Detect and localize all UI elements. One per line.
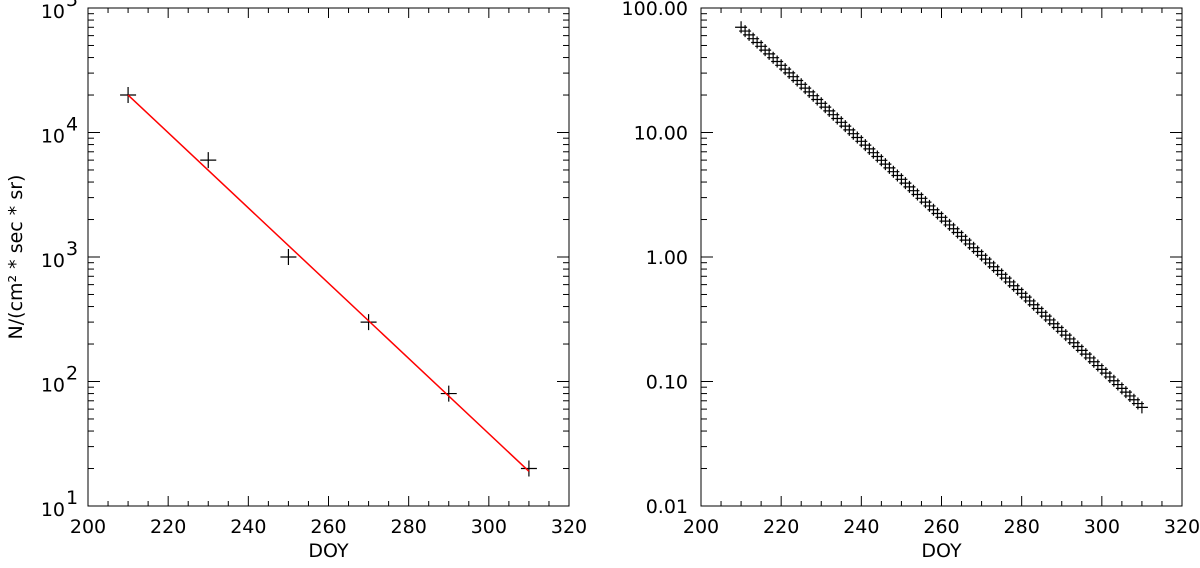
y-tick-label: 1.00 [646, 247, 688, 269]
x-axis-title: DOY [921, 540, 962, 562]
y-tick-label: 100.00 [622, 0, 688, 20]
x-tick-label: 240 [230, 516, 266, 538]
x-axis-title: DOY [308, 540, 349, 562]
x-tick-label: 280 [391, 516, 427, 538]
x-tick-label: 260 [923, 516, 959, 538]
chart-panel-1: 200 220 240 260 280 300 320101102103104105DOYN… [5, 0, 587, 562]
y-tick-label: 10 [41, 499, 65, 521]
data-point [440, 385, 457, 402]
y-tick-exponent: 1 [66, 487, 78, 509]
y-tick-label: 10.00 [634, 123, 688, 145]
fit-line [127, 94, 530, 472]
x-tick-label: 200 [70, 516, 106, 538]
y-tick-label: 10 [41, 250, 65, 272]
x-tick-label: 320 [551, 516, 587, 538]
data-point [120, 87, 137, 104]
data-point [280, 249, 297, 265]
y-tick-exponent: 3 [66, 238, 78, 260]
y-tick-exponent: 4 [66, 114, 78, 136]
chart-panel-2: 200 220 240 260 280 300 320 0.01 0.10 1.00 10.00 10… [622, 0, 1200, 562]
y-tick-exponent: 5 [66, 0, 78, 11]
y-tick-exponent: 2 [66, 363, 78, 385]
x-tick-label: 220 [150, 516, 186, 538]
y-tick-label: 0.01 [646, 496, 688, 518]
plot-frame [87, 7, 570, 507]
y-tick-label: 0.10 [646, 372, 688, 394]
data-point [200, 152, 217, 169]
y-tick-label: 10 [41, 1, 65, 23]
x-tick-label: 220 [763, 516, 799, 538]
x-tick-label: 260 [310, 516, 346, 538]
x-tick-label: 320 [1164, 516, 1200, 538]
x-tick-label: 240 [843, 516, 879, 538]
y-axis-title: N/(cm² * sec * sr) [5, 175, 27, 340]
x-tick-label: 280 [1004, 516, 1040, 538]
x-tick-label: 300 [1084, 516, 1120, 538]
x-tick-label: 300 [471, 516, 507, 538]
y-tick-label: 10 [41, 126, 65, 148]
y-tick-label: 10 [41, 375, 65, 397]
plot-frame [700, 7, 1183, 507]
x-tick-label: 200 [683, 516, 719, 538]
data-point [1135, 401, 1148, 414]
data-point [360, 314, 377, 331]
data-point [520, 460, 537, 477]
